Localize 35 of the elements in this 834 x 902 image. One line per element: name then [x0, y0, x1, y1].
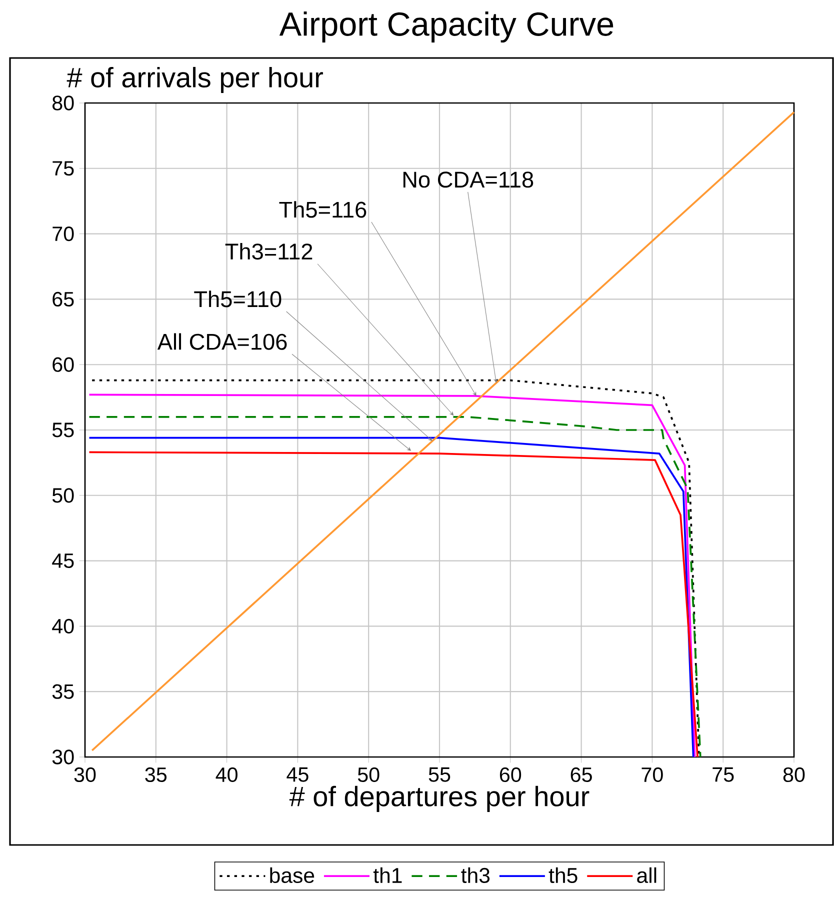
chart-title: Airport Capacity Curve	[279, 11, 614, 43]
y-axis-title: # of arrivals per hour	[66, 66, 323, 94]
x-tick-label: 45	[286, 767, 308, 782]
x-tick-label: 70	[642, 767, 663, 782]
y-tick-label: 30	[52, 750, 74, 764]
annotation: Th3=112	[225, 242, 312, 260]
x-tick-label: 55	[428, 767, 450, 782]
legend-label: th1	[373, 867, 402, 883]
y-tick-label: 80	[52, 96, 74, 110]
annotation: No CDA=118	[403, 172, 534, 188]
legend-label: th5	[548, 867, 578, 884]
legend-label: all	[637, 867, 656, 884]
y-tick-label: 40	[52, 618, 74, 634]
x-tick-label: 35	[145, 767, 167, 782]
legend-label: base	[270, 867, 314, 884]
y-tick-label: 35	[52, 684, 74, 699]
x-tick-label: 60	[500, 767, 522, 782]
x-axis-title: # of departures per hour	[289, 786, 590, 812]
y-tick-label: 60	[52, 357, 74, 372]
legend-label: th3	[461, 867, 490, 884]
x-tick-label: 50	[358, 767, 380, 782]
x-tick-label: 40	[216, 767, 238, 782]
y-tick-label: 75	[52, 161, 74, 176]
annotation: All CDA=106	[157, 333, 287, 350]
y-tick-label: 70	[52, 226, 74, 242]
x-tick-label: 80	[783, 767, 805, 782]
x-tick-label: 75	[712, 767, 734, 782]
x-tick-label: 30	[74, 767, 96, 782]
y-tick-label: 55	[52, 422, 74, 438]
y-tick-label: 65	[52, 292, 74, 307]
annotation: Th5=116	[279, 201, 366, 218]
y-tick-label: 45	[52, 554, 74, 568]
x-tick-label: 65	[570, 767, 592, 782]
annotation: Th5=110	[194, 290, 282, 308]
y-tick-label: 50	[52, 488, 74, 503]
